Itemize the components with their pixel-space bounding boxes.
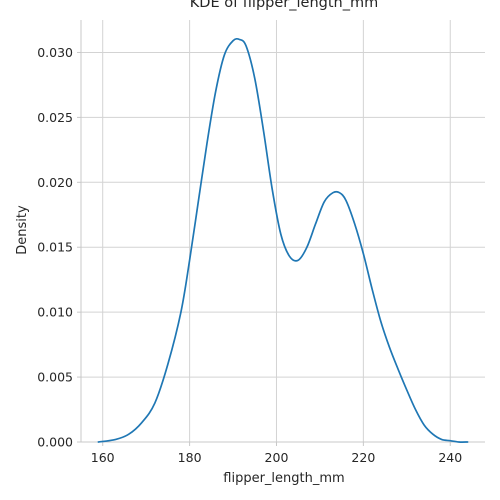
y-axis-label: Density [15,205,30,255]
spine-layer [80,20,485,443]
line-layer [97,37,469,443]
chart-title: KDE of flipper_length_mm [190,0,378,11]
x-tick-label: 240 [438,450,462,465]
y-tick-label: 0.025 [37,110,73,125]
y-tick-label: 0.000 [37,435,73,450]
grid-layer [81,20,485,443]
x-tick-label: 220 [351,450,375,465]
tick-layer: 160 180 200 220 240 0.000 0.005 0.010 0.015 0.020… [37,45,462,465]
kde-line [97,37,469,443]
y-tick-label: 0.005 [37,370,73,385]
x-tick-label: 160 [91,450,115,465]
y-tick-label: 0.015 [37,240,73,255]
y-tick-label: 0.020 [37,175,73,190]
y-tick-label: 0.010 [37,305,73,320]
y-tick-label: 0.030 [37,45,73,60]
x-tick-label: 200 [265,450,289,465]
x-tick-label: 180 [178,450,202,465]
x-axis-label: flipper_length_mm [223,471,344,486]
